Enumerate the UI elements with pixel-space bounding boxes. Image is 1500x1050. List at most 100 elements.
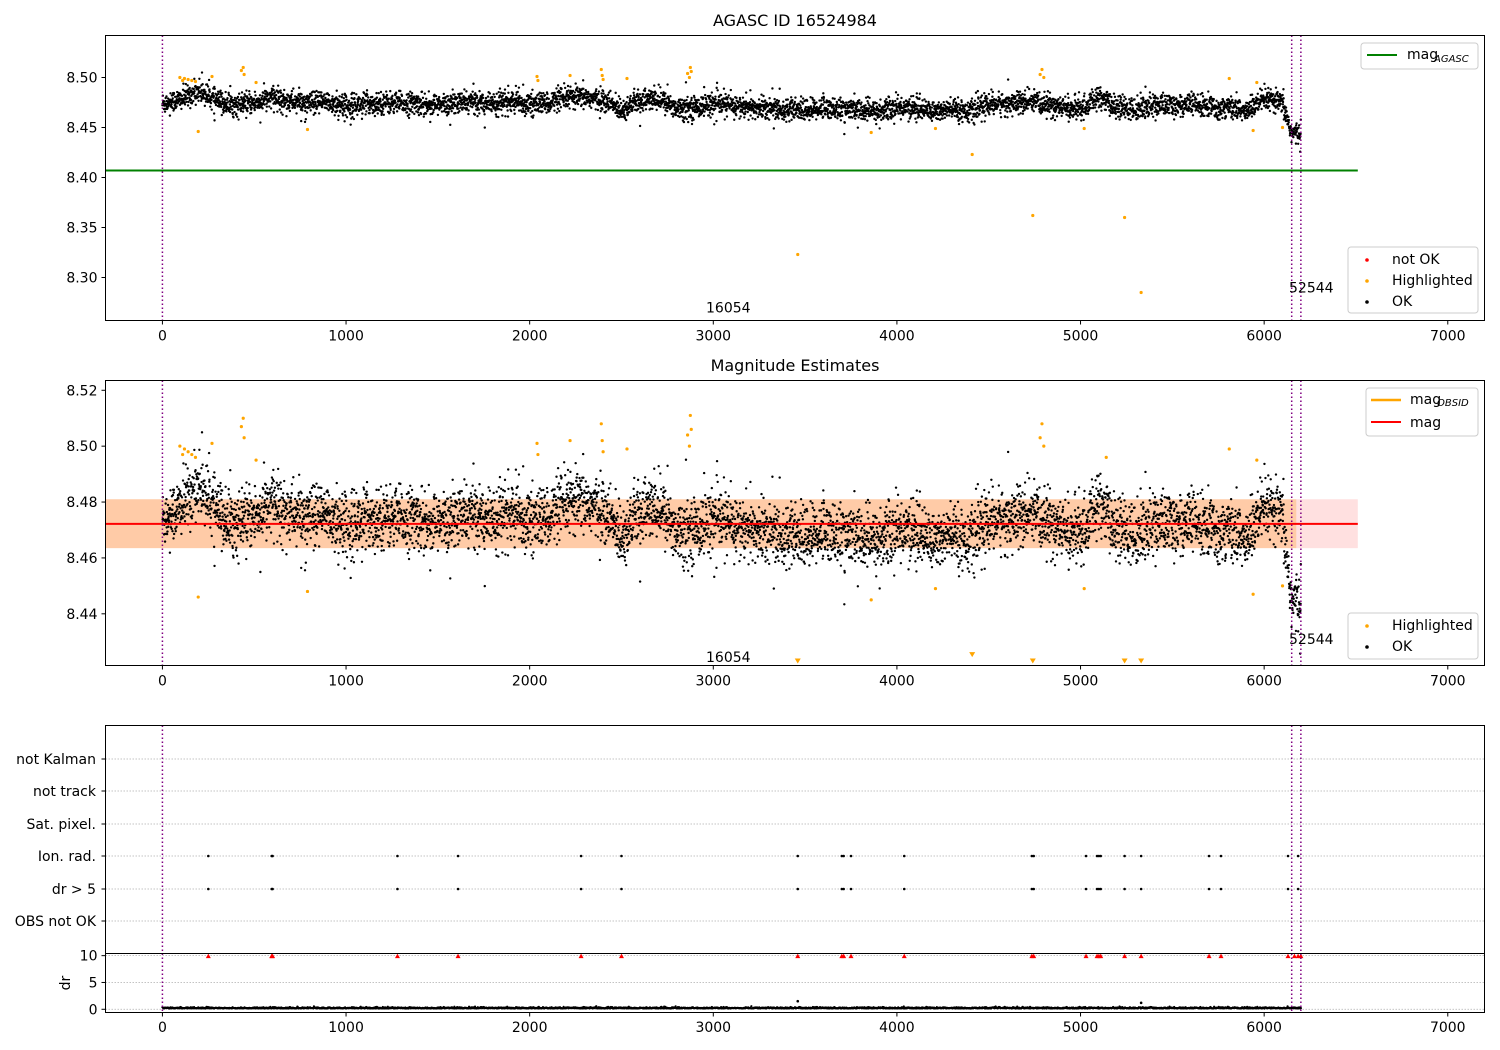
ok-point bbox=[632, 94, 636, 97]
ok-point bbox=[351, 91, 354, 95]
ok-point bbox=[713, 123, 716, 126]
ok-point bbox=[497, 104, 500, 107]
ok-point bbox=[421, 96, 425, 100]
ok-point bbox=[437, 97, 440, 101]
ok-point bbox=[379, 100, 382, 103]
ok-point bbox=[355, 93, 358, 96]
ok-point bbox=[376, 112, 379, 115]
ok-point bbox=[1112, 100, 1116, 103]
ok-point bbox=[674, 113, 678, 117]
ok-point bbox=[279, 89, 282, 92]
ok-point bbox=[399, 104, 402, 107]
ok-point bbox=[829, 116, 833, 119]
ok-point bbox=[182, 82, 185, 85]
ok-point bbox=[562, 82, 566, 85]
ok-point bbox=[368, 108, 371, 112]
ok-point bbox=[550, 105, 553, 108]
ok-point bbox=[187, 100, 190, 104]
ok-point bbox=[1143, 109, 1146, 112]
ok-point bbox=[966, 101, 970, 104]
ok-point bbox=[805, 99, 809, 102]
ok-point bbox=[1112, 92, 1116, 95]
ok-point bbox=[312, 113, 315, 117]
ok-point bbox=[385, 90, 388, 93]
ok-point bbox=[727, 94, 730, 97]
ok-point bbox=[545, 111, 548, 114]
ok-point bbox=[180, 107, 183, 111]
ok-point bbox=[666, 83, 669, 86]
ok-point bbox=[729, 88, 733, 92]
ok-point bbox=[1045, 95, 1049, 99]
ok-point bbox=[269, 107, 273, 110]
ok-point bbox=[1139, 91, 1142, 94]
ok-point bbox=[381, 110, 384, 113]
ok-point bbox=[788, 120, 791, 123]
ok-point bbox=[277, 97, 281, 101]
ok-point bbox=[715, 119, 718, 123]
ok-point bbox=[677, 108, 680, 111]
ok-point bbox=[650, 90, 654, 94]
ok-point bbox=[888, 99, 892, 103]
ok-point bbox=[708, 104, 711, 107]
ok-point bbox=[754, 118, 757, 121]
ok-point bbox=[348, 108, 352, 111]
ok-point bbox=[1053, 118, 1057, 122]
ok-point bbox=[281, 101, 284, 104]
ok-point bbox=[618, 97, 622, 101]
ok-point bbox=[192, 99, 195, 103]
ok-point bbox=[371, 95, 374, 99]
ok-point bbox=[349, 123, 352, 126]
ok-point bbox=[404, 107, 408, 110]
ok-point bbox=[960, 100, 963, 104]
ok-point bbox=[711, 112, 714, 116]
ok-point bbox=[749, 114, 752, 117]
ok-point bbox=[407, 116, 411, 120]
ok-point bbox=[175, 105, 178, 108]
ok-point bbox=[419, 112, 423, 116]
ok-point bbox=[674, 102, 677, 105]
ok-point bbox=[377, 106, 380, 109]
ok-point bbox=[483, 126, 486, 129]
ok-point bbox=[497, 90, 500, 94]
ok-point bbox=[599, 102, 603, 106]
ok-point bbox=[935, 110, 939, 114]
ok-point bbox=[1136, 94, 1139, 97]
ok-point bbox=[762, 94, 765, 98]
ok-point bbox=[957, 122, 961, 126]
ok-point bbox=[462, 101, 466, 104]
ok-point bbox=[377, 91, 380, 95]
ok-point bbox=[1068, 116, 1072, 119]
ok-point bbox=[260, 98, 263, 101]
ok-point bbox=[171, 97, 174, 100]
ok-point bbox=[1108, 114, 1111, 118]
ok-point bbox=[863, 118, 867, 121]
ok-point bbox=[771, 87, 774, 90]
ok-point bbox=[1121, 93, 1124, 96]
ok-point bbox=[1023, 93, 1026, 96]
ok-point bbox=[347, 99, 351, 103]
ok-point bbox=[410, 91, 414, 95]
ok-point bbox=[419, 98, 423, 102]
ok-point bbox=[1140, 104, 1144, 107]
ok-point bbox=[567, 102, 571, 106]
ok-point bbox=[279, 91, 283, 94]
ok-point bbox=[943, 116, 947, 119]
ok-point bbox=[722, 87, 726, 90]
ok-point bbox=[1018, 90, 1022, 93]
ok-point bbox=[744, 100, 748, 103]
ok-point bbox=[883, 114, 886, 118]
ok-point bbox=[977, 97, 980, 100]
ok-point bbox=[210, 108, 213, 111]
ok-point bbox=[180, 94, 184, 98]
ok-point bbox=[235, 115, 239, 118]
ok-point bbox=[196, 93, 199, 96]
ok-point bbox=[636, 88, 640, 91]
ok-point bbox=[629, 104, 633, 107]
ok-point bbox=[687, 109, 690, 112]
ok-point bbox=[803, 118, 806, 121]
ok-point bbox=[333, 100, 336, 103]
ok-point bbox=[643, 87, 647, 90]
ok-point bbox=[555, 87, 558, 90]
ok-point bbox=[530, 92, 533, 96]
ok-point bbox=[364, 113, 367, 116]
